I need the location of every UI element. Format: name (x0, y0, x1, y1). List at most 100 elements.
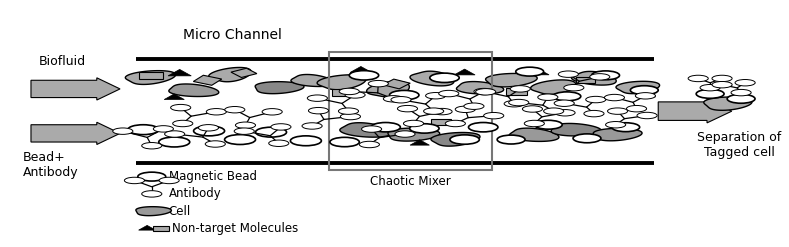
Polygon shape (231, 68, 257, 78)
Bar (332, 89, 354, 96)
Circle shape (159, 137, 189, 147)
Circle shape (538, 94, 558, 101)
Circle shape (573, 134, 601, 143)
Circle shape (403, 120, 424, 127)
Circle shape (735, 80, 755, 86)
Circle shape (584, 110, 604, 117)
Circle shape (589, 74, 610, 80)
Polygon shape (139, 226, 155, 230)
Circle shape (469, 123, 498, 132)
FancyArrow shape (31, 78, 120, 100)
Circle shape (159, 177, 179, 184)
Circle shape (269, 140, 289, 146)
Circle shape (464, 103, 484, 109)
Circle shape (345, 92, 365, 98)
Bar (329, 52, 492, 170)
Text: Biofluid: Biofluid (39, 55, 86, 68)
Polygon shape (410, 140, 429, 145)
Bar (432, 119, 451, 125)
Circle shape (731, 89, 751, 96)
Text: Non-target Molecules: Non-target Molecules (172, 222, 298, 235)
Circle shape (608, 108, 628, 114)
Circle shape (308, 107, 328, 114)
Circle shape (307, 95, 327, 101)
Circle shape (383, 96, 403, 102)
Circle shape (630, 86, 658, 95)
Polygon shape (169, 84, 219, 97)
Polygon shape (383, 79, 410, 89)
Circle shape (302, 123, 322, 129)
Circle shape (424, 108, 443, 114)
Polygon shape (531, 80, 576, 94)
Text: Separation of
Tagged cell: Separation of Tagged cell (697, 131, 782, 159)
Bar (153, 226, 169, 231)
Circle shape (712, 82, 732, 88)
Circle shape (390, 90, 419, 100)
Polygon shape (193, 75, 222, 85)
Circle shape (125, 177, 144, 184)
Polygon shape (136, 207, 171, 216)
Circle shape (340, 113, 361, 120)
Bar (140, 72, 163, 79)
Circle shape (474, 88, 494, 95)
Circle shape (637, 112, 657, 119)
Polygon shape (636, 92, 656, 97)
Circle shape (555, 110, 575, 116)
Circle shape (430, 73, 459, 82)
Circle shape (409, 124, 439, 133)
Circle shape (727, 94, 755, 103)
Polygon shape (529, 69, 549, 75)
Circle shape (626, 105, 647, 112)
Polygon shape (410, 71, 454, 86)
Polygon shape (340, 123, 392, 137)
Circle shape (391, 97, 411, 103)
Polygon shape (704, 97, 752, 110)
Circle shape (262, 109, 282, 115)
Circle shape (712, 75, 732, 82)
Polygon shape (350, 66, 372, 73)
Circle shape (509, 99, 529, 106)
Circle shape (484, 112, 504, 119)
Polygon shape (388, 128, 439, 141)
Circle shape (611, 123, 640, 132)
FancyArrow shape (658, 99, 732, 123)
Circle shape (522, 106, 543, 112)
Circle shape (225, 135, 256, 144)
Circle shape (700, 84, 720, 91)
Polygon shape (454, 69, 475, 75)
Circle shape (585, 96, 606, 103)
Polygon shape (571, 71, 616, 85)
Circle shape (554, 100, 574, 106)
Circle shape (361, 126, 382, 132)
Circle shape (604, 94, 625, 101)
Circle shape (330, 137, 359, 147)
Circle shape (395, 131, 415, 137)
Circle shape (193, 126, 225, 136)
Circle shape (534, 120, 563, 129)
Polygon shape (255, 82, 304, 94)
Circle shape (206, 108, 226, 115)
Circle shape (606, 122, 626, 128)
Text: Micro Channel: Micro Channel (183, 28, 282, 41)
Polygon shape (457, 82, 503, 94)
Polygon shape (291, 75, 335, 86)
Bar (506, 88, 527, 95)
Circle shape (256, 127, 286, 137)
Circle shape (476, 89, 495, 95)
Circle shape (564, 84, 584, 91)
Circle shape (516, 67, 544, 76)
Circle shape (338, 108, 358, 114)
Circle shape (439, 90, 459, 97)
Circle shape (553, 92, 581, 101)
Circle shape (635, 93, 656, 99)
Polygon shape (317, 75, 366, 90)
Circle shape (445, 120, 466, 127)
Circle shape (173, 120, 193, 127)
Circle shape (359, 141, 380, 148)
Text: Magnetic Bead: Magnetic Bead (169, 170, 256, 183)
Circle shape (165, 131, 185, 137)
Circle shape (271, 124, 291, 130)
Circle shape (559, 71, 578, 77)
Circle shape (455, 106, 475, 113)
Circle shape (504, 101, 524, 107)
